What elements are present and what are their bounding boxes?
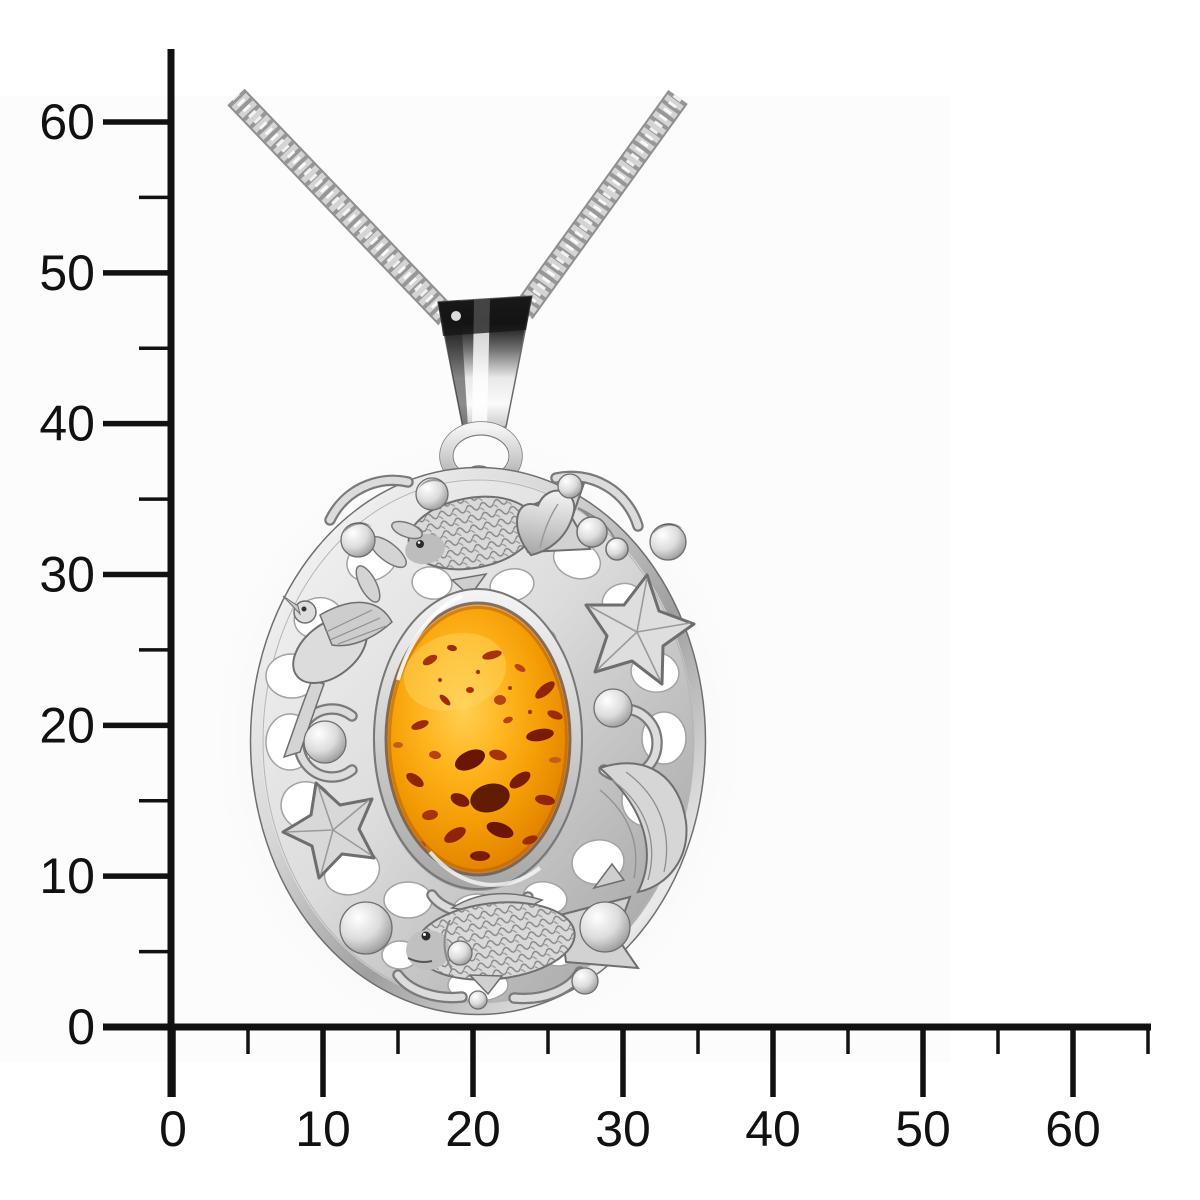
y-axis: 0 10 20 30 40 50 60 — [39, 49, 175, 1097]
x-axis: 0 10 20 30 40 50 60 — [103, 1023, 1151, 1157]
bird-left-eye — [301, 606, 307, 612]
amber-cabochon — [373, 588, 583, 890]
bird-right-icon — [592, 762, 688, 894]
amber-inclusions — [393, 644, 563, 861]
x-axis-tick-label: 60 — [1045, 1101, 1101, 1157]
x-axis-tick-label: 40 — [745, 1101, 801, 1157]
x-axis-tick-label: 20 — [445, 1101, 501, 1157]
pendant-bail — [437, 295, 533, 491]
pendant — [249, 295, 707, 1016]
amber-stone — [388, 606, 568, 872]
fish-top-icon — [405, 481, 592, 598]
y-axis-tick-label: 60 — [39, 94, 95, 150]
bird-left-tail — [282, 679, 325, 759]
bead-shadows — [344, 479, 683, 534]
y-axis-tick-label: 0 — [67, 999, 95, 1055]
starfish-right-icon — [584, 573, 696, 686]
x-axis-ticks — [170, 1024, 1150, 1097]
necklace-chain — [227, 88, 688, 326]
x-axis-labels: 0 10 20 30 40 50 60 — [159, 1101, 1101, 1157]
y-axis-tick-label: 20 — [39, 697, 95, 753]
y-axis-ticks — [103, 119, 174, 1030]
bubble-beads — [303, 473, 687, 1010]
y-axis-labels: 0 10 20 30 40 50 60 — [39, 94, 95, 1055]
x-axis-tick-label: 30 — [595, 1101, 651, 1157]
fish-bottom-eye — [421, 931, 431, 941]
x-axis-tick-label: 10 — [295, 1101, 351, 1157]
fish-top-eye — [416, 540, 424, 548]
x-axis-tick-label: 0 — [159, 1101, 187, 1157]
berries-icon — [576, 507, 629, 561]
chain-left-strand — [227, 88, 456, 326]
bird-left-head — [293, 600, 317, 624]
y-axis-tick-label: 10 — [39, 848, 95, 904]
y-axis-tick-label: 40 — [39, 396, 95, 452]
chain-right-strand — [513, 89, 688, 320]
starfish-left-icon — [281, 781, 376, 880]
y-axis-tick-label: 30 — [39, 547, 95, 603]
x-axis-tick-label: 50 — [895, 1101, 951, 1157]
y-axis-tick-label: 50 — [39, 245, 95, 301]
bird-left-icon — [282, 595, 393, 759]
